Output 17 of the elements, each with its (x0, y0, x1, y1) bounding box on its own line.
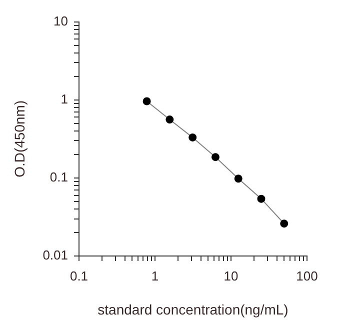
y-tick-label: 10 (54, 13, 68, 28)
y-tick-label: 0.01 (42, 248, 68, 263)
y-axis-title: O.D(450nm) (11, 100, 28, 178)
point (142, 97, 151, 106)
x-axis-title: standard concentration(ng/mL) (98, 301, 288, 318)
point (211, 153, 220, 162)
x-tick-label: 100 (296, 268, 318, 284)
point (234, 174, 242, 183)
x-tick-label: 0.1 (70, 268, 88, 284)
point (280, 220, 288, 228)
y-tick-label: 0.1 (50, 170, 68, 185)
point (257, 194, 266, 203)
y-tick-label: 1 (60, 91, 68, 106)
point (166, 116, 174, 124)
x-tick-label: 10 (224, 268, 238, 284)
point (188, 133, 197, 142)
x-tick-label: 1 (151, 268, 159, 284)
